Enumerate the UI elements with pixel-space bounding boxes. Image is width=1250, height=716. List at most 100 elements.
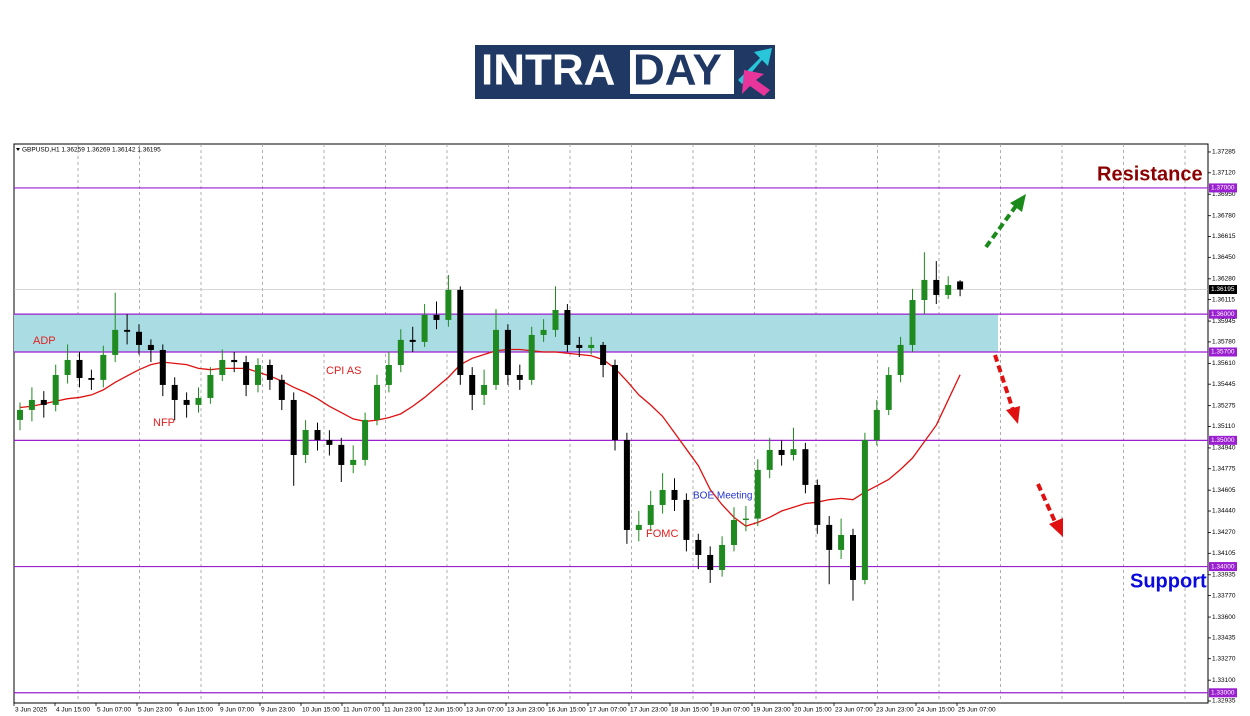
up-arrow [984, 204, 1018, 249]
candle-body [112, 329, 119, 355]
candle-body [171, 384, 178, 400]
candle-body [88, 378, 95, 380]
candle-body [647, 504, 654, 525]
x-tick-label: 17 Jun 07:00 [589, 707, 627, 714]
x-tick-label: 23 Jun 23:00 [876, 707, 914, 714]
candle-body [302, 430, 309, 455]
candle-body [742, 518, 749, 520]
candle-body [778, 449, 785, 455]
x-tick-label: 16 Jun 15:00 [548, 707, 586, 714]
candle-body [635, 524, 642, 530]
y-tick-label: 1.34940 [1212, 445, 1236, 452]
candle-body [731, 519, 737, 545]
level-label: 1.35000 [1211, 437, 1235, 444]
candle-body [457, 289, 464, 375]
title-marker [16, 148, 20, 151]
candle-body [159, 349, 166, 385]
y-tick-label: 1.34605 [1212, 487, 1236, 494]
candle-body [136, 331, 142, 345]
x-tick-label: 19 Jun 07:00 [712, 707, 750, 714]
candle-body [40, 399, 47, 405]
candle-body [326, 439, 333, 445]
x-tick-label: 24 Jun 15:00 [917, 707, 955, 714]
x-tick-label: 12 Jun 15:00 [425, 707, 463, 714]
candle-body [588, 344, 595, 348]
candle-body [921, 279, 928, 300]
candle-body [362, 419, 369, 460]
forecast-arrows [984, 194, 1063, 537]
level-label-bg [1209, 347, 1237, 357]
annotation: NFP [153, 417, 175, 429]
chart-title: GBPUSD,H1 1.36259 1.36269 1.36142 1.3619… [22, 147, 161, 154]
annotation: BOE Meeting [693, 491, 752, 502]
candle-body [278, 379, 285, 400]
y-tick-label: 1.35945 [1212, 318, 1236, 325]
candle-body [100, 354, 107, 380]
candle-body [802, 449, 809, 485]
candle-body [17, 409, 23, 420]
candle-body [290, 399, 297, 455]
y-tick-label: 1.34440 [1212, 508, 1236, 515]
y-tick-label: 1.33600 [1212, 614, 1236, 621]
logo-text: DAY [633, 46, 722, 95]
x-tick-label: 19 Jun 23:00 [753, 707, 791, 714]
logo: INTRA DAY [475, 45, 775, 99]
y-tick-label: 1.36115 [1212, 296, 1235, 303]
y-tick-label: 1.37285 [1212, 149, 1236, 156]
candle-body [266, 365, 273, 380]
y-tick-label: 1.35610 [1212, 360, 1236, 367]
y-tick-label: 1.34105 [1212, 550, 1236, 557]
candle-body [909, 300, 916, 345]
y-tick-label: 1.35275 [1212, 402, 1236, 409]
down-arrow-head [1006, 406, 1020, 424]
candle-body [469, 374, 476, 395]
candle-body [64, 359, 71, 375]
x-tick-label: 4 Jun 15:00 [56, 707, 90, 714]
down-arrow [993, 354, 1015, 411]
x-tick-label: 9 Jun 23:00 [261, 707, 295, 714]
candle-body [707, 554, 714, 570]
candle-body [838, 535, 845, 550]
candle-body [814, 484, 821, 525]
candle-body [219, 359, 226, 375]
y-tick-label: 1.36615 [1212, 233, 1236, 240]
candle-body [385, 365, 392, 385]
level-label-bg [1209, 562, 1237, 572]
candle-body [493, 329, 499, 385]
candle-body [957, 281, 964, 290]
candle-body [481, 384, 488, 395]
annotation: ADP [33, 335, 56, 347]
annotation: Support [1130, 570, 1207, 592]
grid [14, 144, 1208, 703]
level-label-bg [1209, 183, 1237, 193]
x-tick-label: 18 Jun 15:00 [671, 707, 709, 714]
annotation: CPI AS [326, 365, 361, 377]
down-arrow [1036, 483, 1058, 525]
y-tick-label: 1.34775 [1212, 465, 1236, 472]
level-label: 1.35700 [1211, 349, 1235, 356]
level-label: 1.33000 [1211, 689, 1235, 696]
x-tick-label: 10 Jun 15:00 [302, 707, 340, 714]
x-tick-label: 13 Jun 23:00 [507, 707, 545, 714]
x-tick-label: 17 Jun 23:00 [630, 707, 668, 714]
x-tick-label: 11 Jun 23:00 [384, 707, 421, 714]
candle-body [231, 359, 238, 363]
candle-body [790, 449, 797, 455]
last-price-bg [1209, 285, 1237, 295]
candle-body [873, 409, 880, 440]
candle-body [623, 439, 630, 530]
level-label-bg [1209, 688, 1237, 698]
y-tick-label: 1.36780 [1212, 212, 1236, 219]
x-tick-label: 23 Jun 07:00 [835, 707, 873, 714]
moving-average [19, 348, 961, 527]
last-price-label: 1.36195 [1211, 286, 1235, 293]
plot-frame [13, 143, 1209, 704]
y-tick-label: 1.36280 [1212, 276, 1236, 283]
candle-body [243, 362, 250, 385]
candle-body [255, 365, 261, 385]
level-label-bg [1209, 435, 1237, 445]
candle-body [695, 539, 702, 555]
annotation: FOMC [646, 528, 678, 540]
y-tick-label: 1.33935 [1212, 571, 1236, 578]
